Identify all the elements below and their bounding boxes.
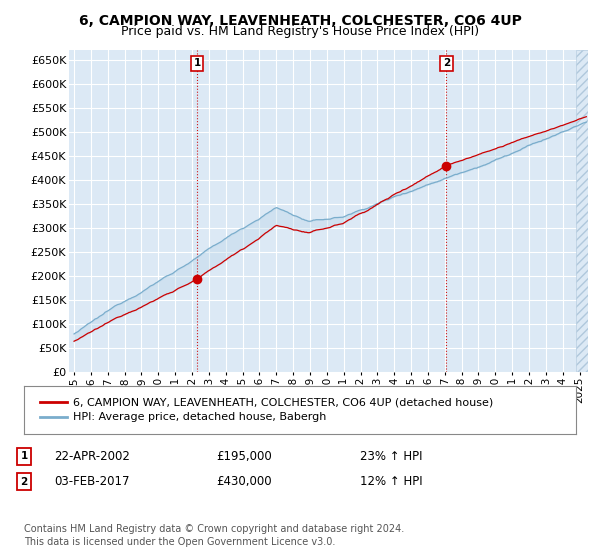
Text: 03-FEB-2017: 03-FEB-2017 xyxy=(54,475,130,488)
Text: 6, CAMPION WAY, LEAVENHEATH, COLCHESTER, CO6 4UP: 6, CAMPION WAY, LEAVENHEATH, COLCHESTER,… xyxy=(79,14,521,28)
Text: Price paid vs. HM Land Registry's House Price Index (HPI): Price paid vs. HM Land Registry's House … xyxy=(121,25,479,38)
Text: Contains HM Land Registry data © Crown copyright and database right 2024.
This d: Contains HM Land Registry data © Crown c… xyxy=(24,524,404,547)
Text: 1: 1 xyxy=(194,58,201,68)
Text: 23% ↑ HPI: 23% ↑ HPI xyxy=(360,450,422,463)
Text: £195,000: £195,000 xyxy=(216,450,272,463)
Text: 2: 2 xyxy=(443,58,450,68)
Text: £430,000: £430,000 xyxy=(216,475,272,488)
Text: 12% ↑ HPI: 12% ↑ HPI xyxy=(360,475,422,488)
Text: 22-APR-2002: 22-APR-2002 xyxy=(54,450,130,463)
Text: 2: 2 xyxy=(20,477,28,487)
Legend: 6, CAMPION WAY, LEAVENHEATH, COLCHESTER, CO6 4UP (detached house), HPI: Average : 6, CAMPION WAY, LEAVENHEATH, COLCHESTER,… xyxy=(35,394,497,427)
Text: 1: 1 xyxy=(20,451,28,461)
